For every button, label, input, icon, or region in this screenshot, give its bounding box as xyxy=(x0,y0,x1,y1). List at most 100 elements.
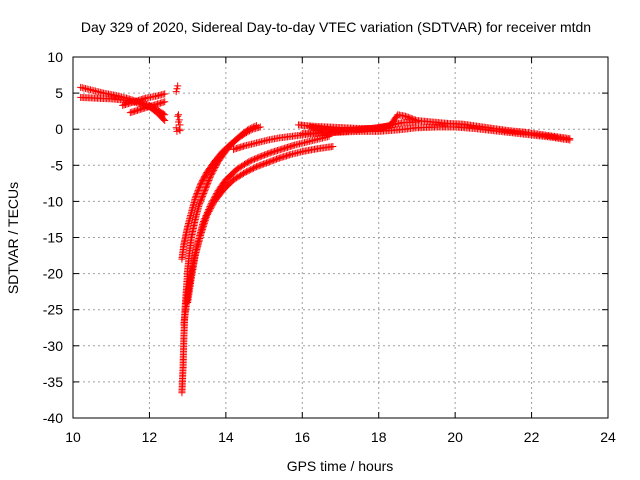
data-point-marker xyxy=(404,113,412,121)
data-point-marker xyxy=(206,206,214,214)
series-early-arc-C xyxy=(119,90,169,109)
data-point-marker xyxy=(195,185,203,193)
data-point-marker xyxy=(262,159,270,167)
data-point-marker xyxy=(248,156,256,164)
data-point-marker xyxy=(242,129,250,137)
data-point-marker xyxy=(192,191,200,199)
data-point-marker xyxy=(197,197,205,205)
series-isolated-points xyxy=(172,82,184,135)
grid-lines xyxy=(73,57,608,418)
data-point-marker xyxy=(161,98,169,106)
x-axis-label: GPS time / hours xyxy=(287,458,394,474)
data-point-marker xyxy=(271,156,279,164)
data-point-marker xyxy=(203,212,211,220)
data-point-marker xyxy=(242,168,250,176)
data-point-marker xyxy=(161,90,169,98)
data-point-marker xyxy=(274,155,282,163)
data-point-marker xyxy=(197,195,205,203)
data-point-marker xyxy=(206,174,214,182)
data-point-marker xyxy=(194,187,202,195)
data-point-marker xyxy=(242,159,250,167)
data-point-marker xyxy=(202,184,210,192)
data-point-marker xyxy=(207,172,215,180)
data-point-marker xyxy=(210,166,218,174)
data-point-marker xyxy=(174,111,182,119)
y-tick-label: 10 xyxy=(47,49,63,65)
data-point-marker xyxy=(258,152,266,160)
data-point-marker xyxy=(270,156,278,164)
series-recovery-arc-4 xyxy=(184,143,337,306)
data-point-marker xyxy=(259,152,267,160)
data-point-marker xyxy=(208,202,216,210)
data-point-marker xyxy=(234,173,242,181)
data-point-marker xyxy=(266,149,274,157)
data-point-marker xyxy=(240,160,248,168)
y-tick-label: -30 xyxy=(43,338,63,354)
data-point-marker xyxy=(173,85,181,93)
data-point-marker xyxy=(264,158,272,166)
data-point-marker xyxy=(267,157,275,165)
data-point-marker xyxy=(244,128,252,136)
data-point-marker xyxy=(207,171,215,179)
data-point-marker xyxy=(251,163,259,171)
data-point-marker xyxy=(196,200,204,208)
data-point-marker xyxy=(192,192,200,200)
series-recovery-arc-2 xyxy=(178,123,264,263)
chart-title: Day 329 of 2020, Sidereal Day-to-day VTE… xyxy=(81,19,591,35)
data-point-marker xyxy=(205,176,213,184)
data-point-marker xyxy=(413,118,421,126)
data-point-marker xyxy=(243,159,251,167)
y-tick-label: -5 xyxy=(51,157,64,173)
data-point-marker xyxy=(255,153,263,161)
data-point-marker xyxy=(204,210,212,218)
data-point-marker xyxy=(205,175,213,183)
data-point-marker xyxy=(161,117,169,125)
x-tick-label: 20 xyxy=(447,429,463,445)
x-tick-label: 16 xyxy=(294,429,310,445)
data-point-marker xyxy=(240,169,248,177)
data-point-marker xyxy=(204,179,212,187)
data-point-marker xyxy=(200,188,208,196)
y-tick-label: 5 xyxy=(55,85,63,101)
data-point-marker xyxy=(250,164,258,172)
data-point-marker xyxy=(174,82,182,90)
data-point-marker xyxy=(201,185,209,193)
data-point-marker xyxy=(238,162,246,170)
data-point-marker xyxy=(160,115,168,123)
data-point-marker xyxy=(203,182,211,190)
data-point-marker xyxy=(261,159,269,167)
data-point-marker xyxy=(248,165,256,173)
data-point-marker xyxy=(260,160,268,168)
data-point-marker xyxy=(246,157,254,165)
data-point-marker xyxy=(207,205,215,213)
data-point-marker xyxy=(196,198,204,206)
data-point-marker xyxy=(236,163,244,171)
data-point-marker xyxy=(199,191,207,199)
data-point-marker xyxy=(175,125,183,133)
data-point-marker xyxy=(232,174,240,182)
data-point-marker xyxy=(241,169,249,177)
series-afternoon-band-upper xyxy=(306,118,421,135)
data-point-marker xyxy=(256,123,264,131)
data-point-marker xyxy=(246,127,254,135)
data-point-marker xyxy=(203,181,211,189)
data-point-marker xyxy=(174,112,182,120)
data-point-marker xyxy=(237,171,245,179)
data-point-marker xyxy=(403,113,411,121)
data-point-marker xyxy=(172,88,180,96)
data-point-marker xyxy=(204,178,212,186)
data-point-marker xyxy=(199,192,207,200)
series-early-arc-D xyxy=(126,98,169,117)
data-point-marker xyxy=(196,182,204,190)
data-point-marker xyxy=(265,158,273,166)
data-point-marker xyxy=(235,172,243,180)
x-tick-label: 14 xyxy=(218,429,234,445)
y-axis-label: SDTVAR / TECUs xyxy=(5,182,21,294)
data-point-marker xyxy=(401,112,409,120)
data-point-marker xyxy=(198,194,206,202)
data-point-marker xyxy=(265,149,273,157)
data-point-marker xyxy=(245,158,253,166)
data-point-marker xyxy=(253,154,261,162)
